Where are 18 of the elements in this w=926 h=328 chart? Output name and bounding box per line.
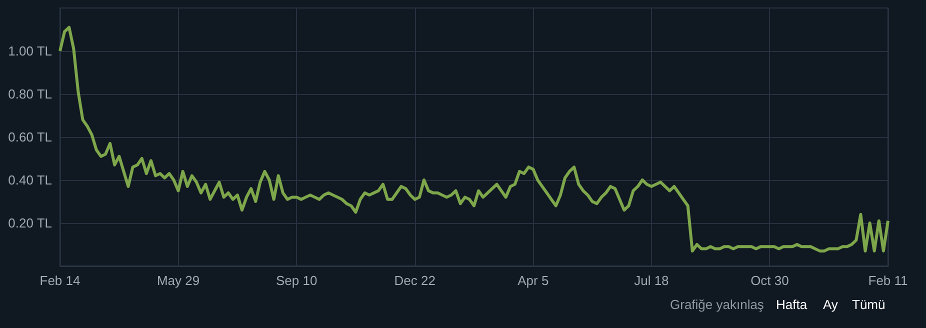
x-tick-label: Jul 18 bbox=[634, 273, 669, 288]
x-tick-label: May 29 bbox=[156, 273, 200, 288]
x-tick-label: Oct 30 bbox=[750, 273, 789, 288]
y-tick-label: 1.00 TL bbox=[8, 44, 52, 58]
x-tick-label: Sep 10 bbox=[276, 273, 318, 288]
x-tick-label: Apr 5 bbox=[518, 273, 549, 288]
x-tick-label: Dec 22 bbox=[394, 273, 436, 288]
x-tick-label: Feb 11 bbox=[868, 273, 908, 288]
text: Tümü bbox=[852, 297, 886, 312]
line-series bbox=[58, 26, 890, 252]
x-tick-label: Feb 14 bbox=[40, 273, 80, 288]
y-tick-label: 0.40 TL bbox=[8, 172, 52, 188]
y-tick-label: 0.20 TL bbox=[8, 216, 52, 230]
y-tick-label: 0.60 TL bbox=[8, 130, 52, 144]
text: Hafta bbox=[776, 297, 808, 312]
text: Grafiğe yakınlaş bbox=[670, 297, 764, 312]
y-tick-label: 0.80 TL bbox=[8, 86, 52, 102]
text: Ay bbox=[823, 297, 838, 312]
